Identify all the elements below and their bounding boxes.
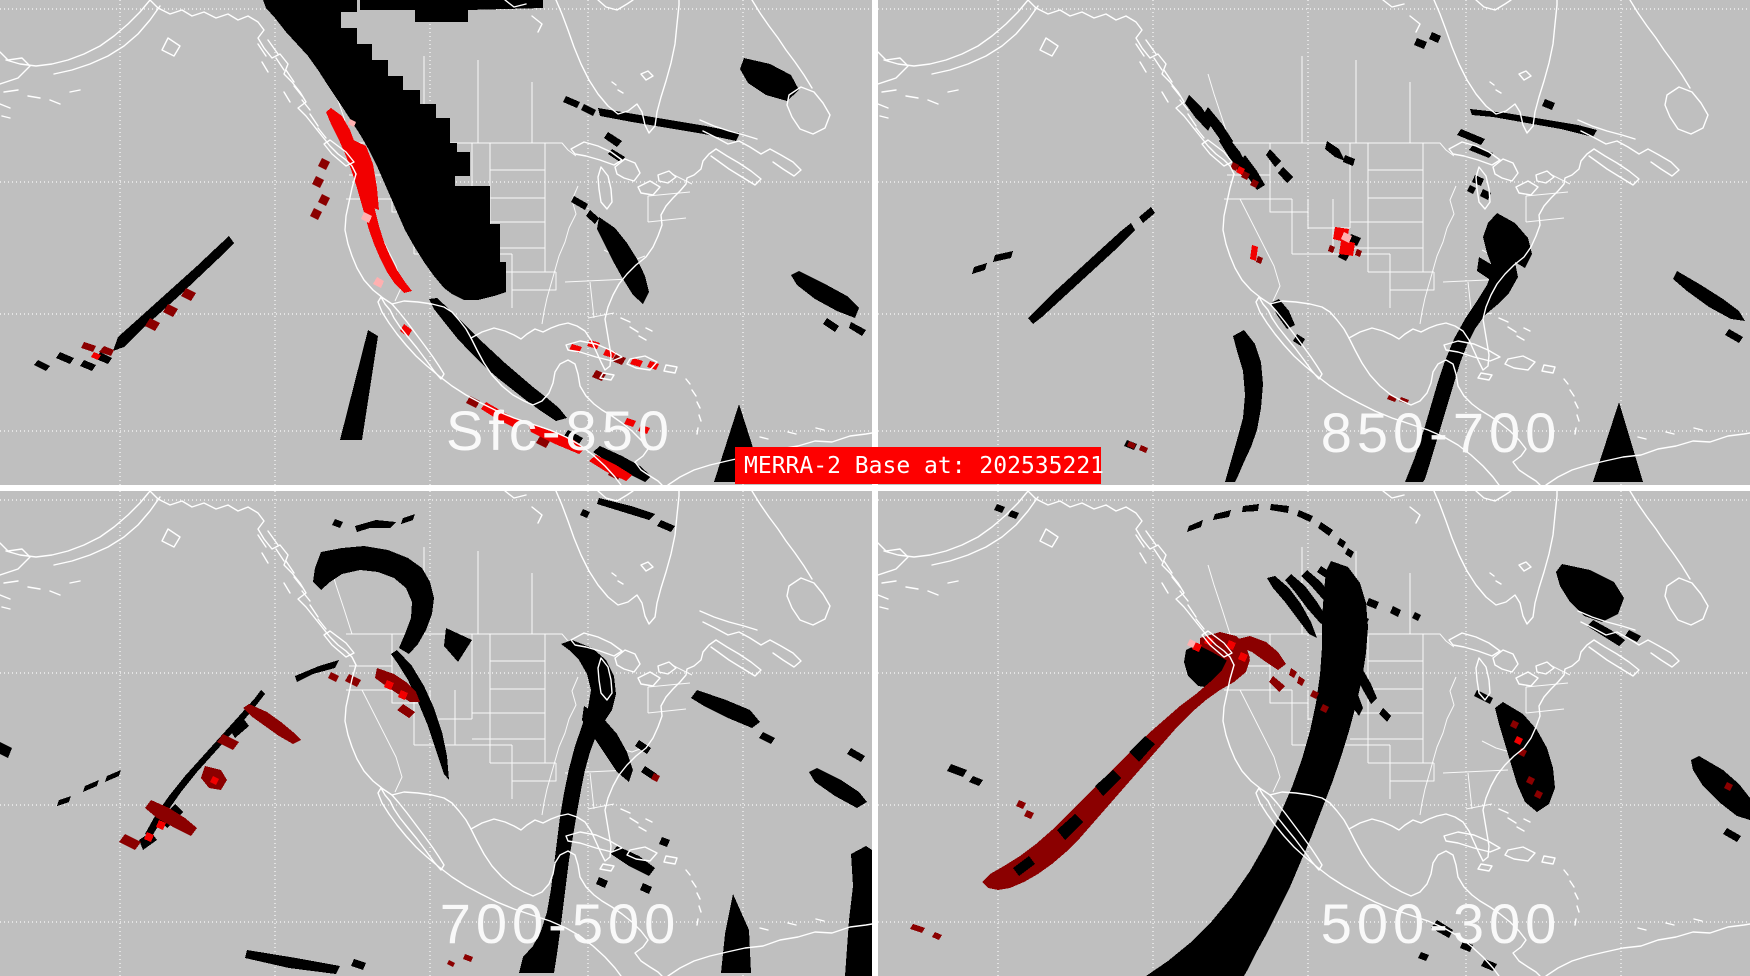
panel-label-500-300: 500-300 bbox=[1321, 892, 1562, 955]
map-sfc-850: Sfc-850 bbox=[0, 0, 872, 485]
cloud-layer-sfc-850 bbox=[34, 0, 866, 482]
map-850-700: 850-700 bbox=[878, 0, 1750, 485]
timestamp-banner: MERRA-2 Base at: 202535221 bbox=[735, 447, 1105, 484]
panel-sfc-850: Sfc-850 bbox=[0, 0, 872, 485]
cloud-layer-850-700 bbox=[972, 32, 1745, 482]
panel-500-300: 500-300 bbox=[878, 491, 1750, 976]
panel-label-700-500: 700-500 bbox=[440, 892, 681, 955]
panel-700-500: 700-500 bbox=[0, 491, 872, 976]
map-700-500: 700-500 bbox=[0, 491, 872, 976]
cloud-layer-500-300 bbox=[910, 504, 1750, 976]
map-500-300: 500-300 bbox=[878, 491, 1750, 976]
panel-label-sfc-850: Sfc-850 bbox=[446, 399, 674, 462]
cloud-layer-700-500 bbox=[0, 498, 872, 976]
panel-850-700: 850-700 bbox=[878, 0, 1750, 485]
panel-label-850-700: 850-700 bbox=[1321, 401, 1562, 464]
banner-text: MERRA-2 Base at: 202535221 bbox=[744, 452, 1105, 479]
